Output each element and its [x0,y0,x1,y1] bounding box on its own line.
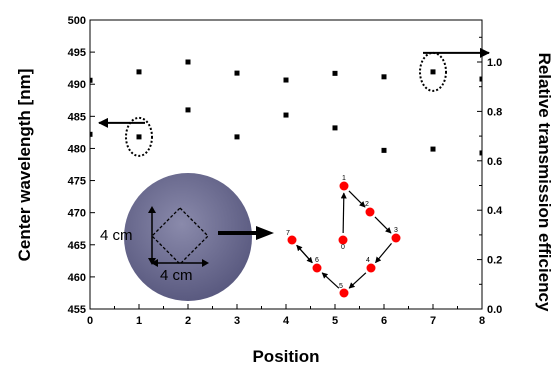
series-0-point [283,112,289,118]
left-y-tick-label: 490 [68,79,86,91]
position-map-edges [296,190,392,289]
series-0-point [136,134,142,140]
right-y-tick-label: 0.8 [487,106,502,118]
position-map-edge [375,242,392,264]
dim-arrowhead-right [202,259,209,267]
series-1-point [136,69,142,75]
position-node [338,235,348,245]
right-y-tick-label: 0.0 [487,304,502,316]
left-y-tick-label: 480 [68,143,86,155]
position-map-edge [296,244,313,264]
x-tick-label: 2 [185,315,191,327]
position-map-edge [321,272,340,289]
series-0-point [332,125,338,131]
x-tick-label: 0 [87,315,93,327]
position-node-label: 2 [365,201,369,208]
dim-arrowhead-left [151,259,158,267]
series-0-point [90,131,93,137]
x-tick-label: 3 [234,315,240,327]
dim-arrowhead-up [148,206,156,213]
left-y-tick-label: 455 [68,304,86,316]
left-y-axis-title: Center wavelength [nm] [15,69,34,262]
wafer-horizontal-label: 4 cm [160,267,193,284]
series-0-point [234,134,240,140]
position-node [312,263,322,273]
measurement-diamond [151,207,209,265]
x-tick-label: 1 [136,315,142,327]
left-y-tick-label: 470 [68,208,86,220]
series-0-point [185,107,191,113]
x-tick-label: 4 [283,315,290,327]
x-tick-label: 6 [381,315,387,327]
position-node-label: 3 [394,227,398,234]
circled-point-marker [419,51,447,92]
data-points [90,59,482,156]
series-1-point [234,70,240,76]
right-y-tick-label: 1.0 [487,57,502,69]
series-1-point [430,69,436,75]
series-0-point [479,150,482,156]
series-1-point [90,77,93,83]
series-1-point [381,74,387,80]
series-1-point [185,59,191,65]
position-node [366,263,376,273]
right-y-tick-label: 0.2 [487,255,502,267]
position-node-label: 7 [286,230,290,237]
dim-arrowhead-down [148,258,156,265]
wafer-vertical-label: 4 cm [100,227,133,244]
position-node-label: 4 [366,257,370,264]
right-y-axis-title: Relative transmission efficiency [535,53,551,312]
x-tick-label: 8 [479,315,485,327]
circled-point-marker [125,116,153,157]
series-1-point [479,76,482,82]
position-node [391,233,401,243]
left-y-tick-label: 460 [68,272,86,284]
x-tick-label: 5 [332,315,338,327]
left-y-axis-ticks: 455 460 465 470 475 480 485 490 495 500 [68,15,95,316]
inset-arrow [218,226,274,240]
left-y-tick-label: 465 [68,240,86,252]
position-node [365,207,375,217]
left-y-tick-label: 495 [68,47,86,59]
position-node [339,181,349,191]
position-node-label: 1 [342,175,346,182]
x-tick-label: 7 [430,315,436,327]
position-node-label: 6 [315,257,319,264]
right-y-tick-label: 0.4 [487,205,503,217]
series-annotations [98,47,490,157]
position-map-edge [348,272,367,289]
position-node-label: 5 [339,283,343,290]
series-0-point [381,147,387,153]
position-map-edge [348,190,366,208]
series-1-point [332,70,338,76]
position-node-label: 0 [341,244,345,251]
right-y-tick-label: 0.6 [487,156,502,168]
position-node [287,235,297,245]
left-y-tick-label: 475 [68,176,86,188]
series-1-point [283,77,289,83]
position-node [339,288,349,298]
wafer-inset: 4 cm 4 cm [100,173,252,301]
left-y-tick-label: 485 [68,111,86,123]
wafer-photo [124,173,252,301]
right-y-axis-ticks: 0.0 0.2 0.4 0.6 0.8 1.0 [477,36,503,316]
series-0-point [430,146,436,152]
position-map-nodes: 0 1 2 3 4 5 6 7 [286,175,401,298]
position-map-edge [340,192,347,234]
position-map-inset: 0 1 2 3 4 5 6 7 [286,175,401,298]
x-axis-title: Position [252,347,319,366]
x-axis-ticks: 0 1 2 3 4 5 6 7 8 [87,304,485,327]
position-map-edge [374,216,392,234]
left-y-tick-label: 500 [68,15,86,27]
